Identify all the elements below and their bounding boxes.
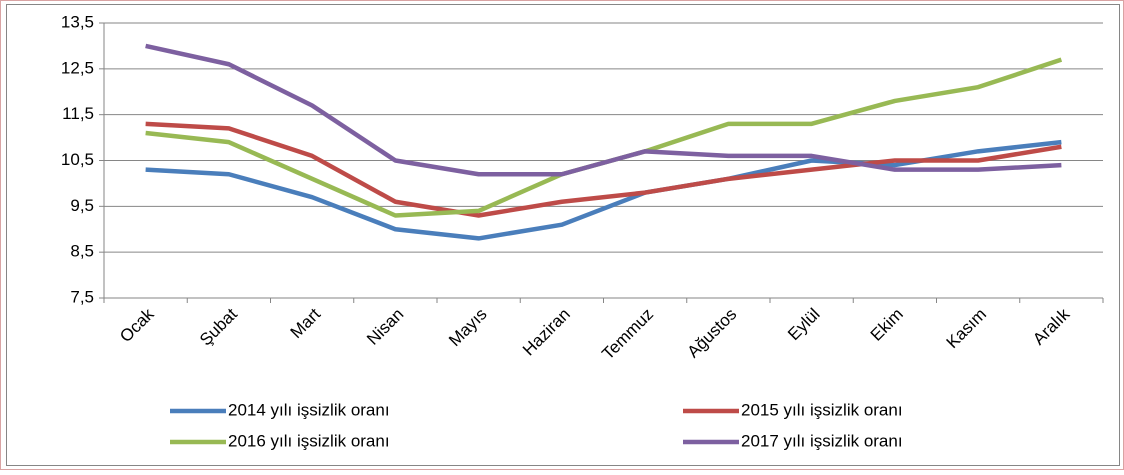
- legend-label: 2017 yılı işsizlik oranı: [741, 431, 903, 450]
- y-tick-label: 9,5: [70, 196, 94, 215]
- y-tick-label: 13,5: [61, 12, 94, 31]
- y-tick-label: 11,5: [62, 104, 94, 123]
- y-tick-label: 12,5: [61, 58, 94, 77]
- y-tick-label: 10,5: [61, 150, 94, 169]
- series-line: [145, 139, 1062, 241]
- legend-label: 2015 yılı işsizlik oranı: [741, 400, 903, 419]
- series-line: [145, 43, 1062, 177]
- series-line: [145, 121, 1062, 218]
- y-tick-label: 8,5: [70, 242, 94, 261]
- legend-label: 2014 yılı işsizlik oranı: [228, 400, 390, 419]
- chart-frame: [6, 4, 1120, 466]
- legend-label: 2016 yılı işsizlik oranı: [228, 431, 390, 450]
- y-tick-label: 7,5: [70, 287, 94, 306]
